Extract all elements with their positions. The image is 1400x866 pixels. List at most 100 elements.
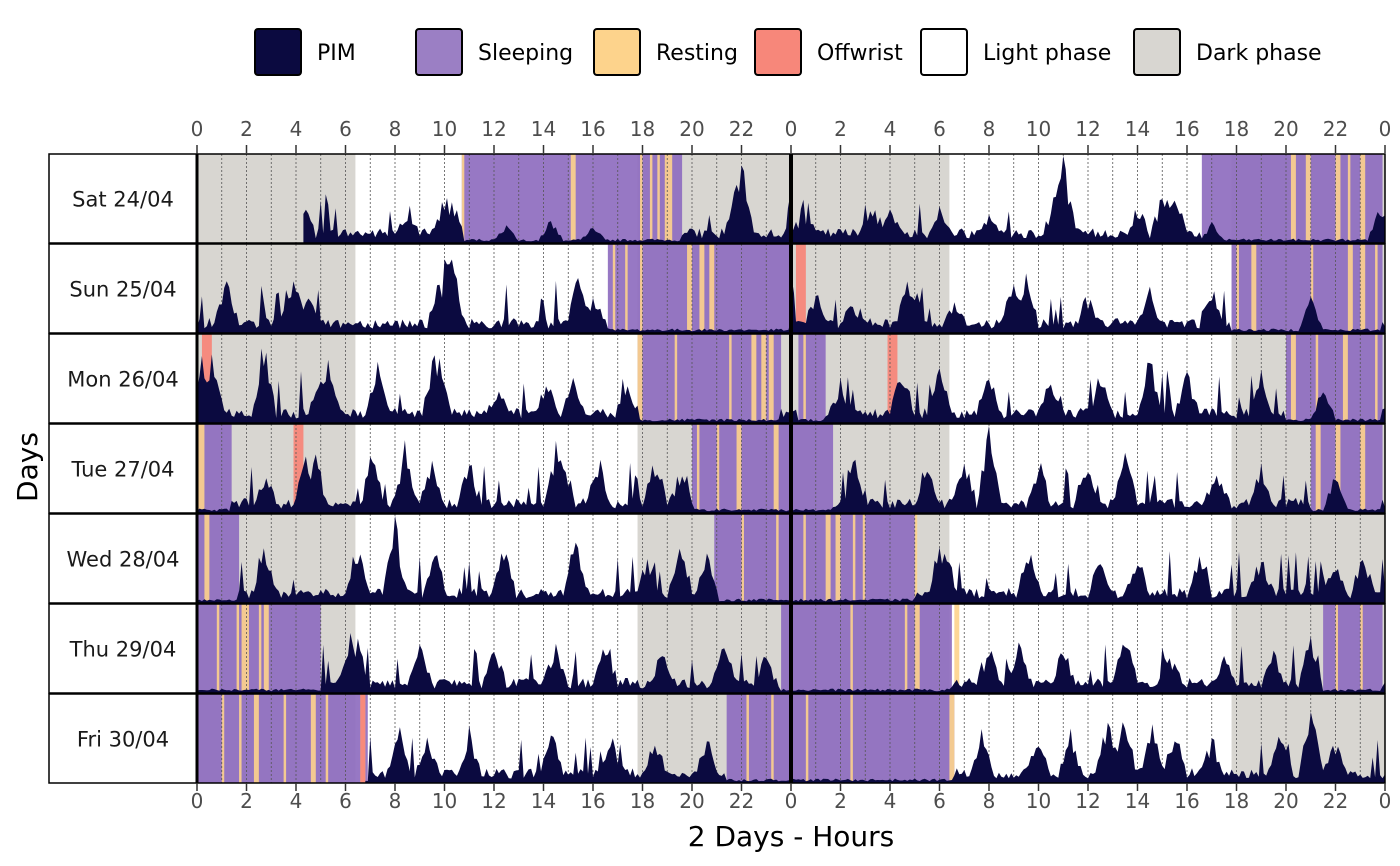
x-tick-label: 6 <box>933 117 946 141</box>
x-tick-label: 22 <box>729 117 754 141</box>
row-panel-border <box>196 423 1386 514</box>
resting-band <box>649 154 653 243</box>
resting-band <box>709 244 715 333</box>
resting-band <box>1335 154 1341 243</box>
legend-swatch-resting <box>593 28 641 76</box>
legend-swatch-dark-phase <box>1133 28 1181 76</box>
day-row: Fri 30/04 <box>48 693 1386 784</box>
legend-label: Sleeping <box>478 41 573 66</box>
resting-band <box>687 244 692 333</box>
x-tick-label: 12 <box>481 789 506 813</box>
resting-band <box>640 154 643 243</box>
resting-band <box>1335 604 1338 693</box>
day-rows: Sat 24/04 Sun 25/04 Mon 26/04 Tue 27/04 Wed … <box>48 153 1386 784</box>
x-tick-label: 2 <box>240 789 253 813</box>
resting-band <box>625 244 628 333</box>
x-tick-label: 0 <box>1379 117 1392 141</box>
resting-band <box>612 244 616 333</box>
resting-band <box>835 514 841 603</box>
resting-band <box>825 514 831 603</box>
resting-band <box>803 514 806 603</box>
resting-band <box>696 424 700 513</box>
resting-band <box>1375 244 1378 333</box>
day-label: Mon 26/04 <box>67 368 178 392</box>
resting-band <box>771 694 774 783</box>
x-tick-label: 18 <box>1224 789 1249 813</box>
x-tick-label: 12 <box>1075 789 1100 813</box>
x-tick-label: 0 <box>785 789 798 813</box>
x-tick-label: 20 <box>679 789 704 813</box>
x-tick-label: 16 <box>1174 789 1199 813</box>
resting-band <box>746 694 749 783</box>
row-panel-border <box>196 243 1386 334</box>
x-axis-title: 2 Days - Hours <box>688 820 895 853</box>
resting-band <box>761 334 767 423</box>
x-tick-label: 20 <box>679 117 704 141</box>
resting-band <box>803 334 806 423</box>
sleeping-band <box>197 694 368 783</box>
resting-band <box>1342 334 1348 423</box>
x-tick-label: 6 <box>339 117 352 141</box>
resting-band <box>1251 244 1257 333</box>
x-tick-label: 4 <box>290 117 303 141</box>
resting-band <box>1335 424 1341 513</box>
resting-band <box>1375 334 1378 423</box>
resting-band <box>263 604 269 693</box>
resting-band <box>850 694 853 783</box>
resting-band <box>805 694 809 783</box>
resting-band <box>1290 334 1296 423</box>
x-tick-label: 14 <box>531 117 556 141</box>
legend-swatch-offwrist <box>754 28 802 76</box>
x-tick-label: 10 <box>432 789 457 813</box>
pim-activity-trace <box>197 259 1385 333</box>
sleeping-band <box>637 334 782 423</box>
resting-band <box>570 154 576 243</box>
resting-band <box>736 424 742 513</box>
legend-label: Resting <box>656 41 738 66</box>
day-label-box <box>48 333 198 424</box>
x-tick-label: 0 <box>191 789 204 813</box>
resting-band <box>852 514 856 603</box>
resting-band <box>283 694 287 783</box>
day-row: Wed 28/04 <box>48 513 1386 604</box>
x-tick-label: 0 <box>785 117 798 141</box>
resting-band <box>904 604 908 693</box>
resting-band <box>741 514 744 603</box>
offwrist-band <box>293 424 304 513</box>
x-tick-label: 4 <box>884 117 897 141</box>
resting-band <box>773 424 779 513</box>
resting-band <box>310 694 316 783</box>
x-tick-label: 18 <box>1224 117 1249 141</box>
legend-swatch-sleeping <box>415 28 463 76</box>
day-row: Sat 24/04 <box>48 153 1386 244</box>
resting-band <box>776 514 779 603</box>
row-panel-border <box>196 153 1386 244</box>
resting-band <box>1360 244 1366 333</box>
x-tick-label: 18 <box>630 117 655 141</box>
resting-band <box>236 604 240 693</box>
legend-swatch-pim <box>254 28 302 76</box>
resting-band <box>1236 244 1239 333</box>
x-tick-label: 20 <box>1273 117 1298 141</box>
x-tick-label: 8 <box>983 789 996 813</box>
x-tick-label: 14 <box>1125 789 1150 813</box>
dark-phase-band <box>197 154 356 243</box>
pim-activity-trace <box>365 711 1385 783</box>
x-tick-label: 22 <box>1323 117 1348 141</box>
legend-swatch-light-phase <box>920 28 968 76</box>
resting-band <box>325 694 329 783</box>
x-tick-label: 14 <box>531 789 556 813</box>
resting-band <box>954 604 960 693</box>
resting-band <box>1305 154 1311 243</box>
offwrist-band <box>201 334 212 423</box>
x-tick-label: 2 <box>240 117 253 141</box>
resting-band <box>949 694 955 783</box>
row-panel-border <box>196 333 1386 424</box>
sleeping-band <box>1286 334 1383 423</box>
x-tick-label: 14 <box>1125 117 1150 141</box>
resting-band <box>1315 424 1321 513</box>
x-tick-label: 0 <box>1379 789 1392 813</box>
offwrist-band <box>795 244 806 333</box>
day-label: Fri 30/04 <box>77 728 169 752</box>
